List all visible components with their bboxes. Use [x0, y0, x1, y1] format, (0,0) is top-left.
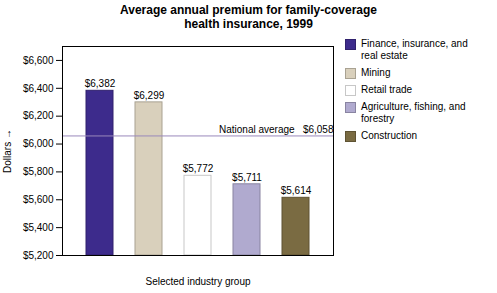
svg-text:$6,200: $6,200 — [23, 110, 54, 121]
svg-text:Dollars →: Dollars → — [2, 129, 13, 173]
svg-text:$6,600: $6,600 — [23, 55, 54, 66]
svg-text:$5,772: $5,772 — [183, 163, 214, 174]
svg-text:$6,382: $6,382 — [85, 78, 116, 89]
html-text:Retail trade: Retail trade — [361, 84, 413, 95]
html-text:Finance, insurance, and real e: Finance, insurance, and real estate — [361, 38, 468, 61]
svg-text:$6,000: $6,000 — [23, 138, 54, 149]
svg-text:$6,299: $6,299 — [134, 90, 165, 101]
svg-text:$5,711: $5,711 — [232, 172, 262, 183]
svg-text:$6,400: $6,400 — [23, 83, 54, 94]
svg-text:$5,600: $5,600 — [23, 194, 54, 205]
svg-text:National average $6,058: National average $6,058 — [219, 124, 334, 135]
svg-text:$5,200: $5,200 — [23, 250, 54, 261]
html-text:Average annual premium for fam: Average annual premium for family-covera… — [120, 3, 377, 31]
svg-text:$5,800: $5,800 — [23, 166, 54, 177]
html-text:Construction: Construction — [361, 130, 418, 141]
html-text:Mining: Mining — [361, 67, 391, 78]
html-text:Agriculture, fishing, and fore: Agriculture, fishing, and forestry — [361, 101, 466, 124]
svg-text:$5,614: $5,614 — [281, 185, 312, 196]
svg-text:$5,400: $5,400 — [23, 222, 54, 233]
svg-text:Selected industry group: Selected industry group — [145, 276, 251, 287]
